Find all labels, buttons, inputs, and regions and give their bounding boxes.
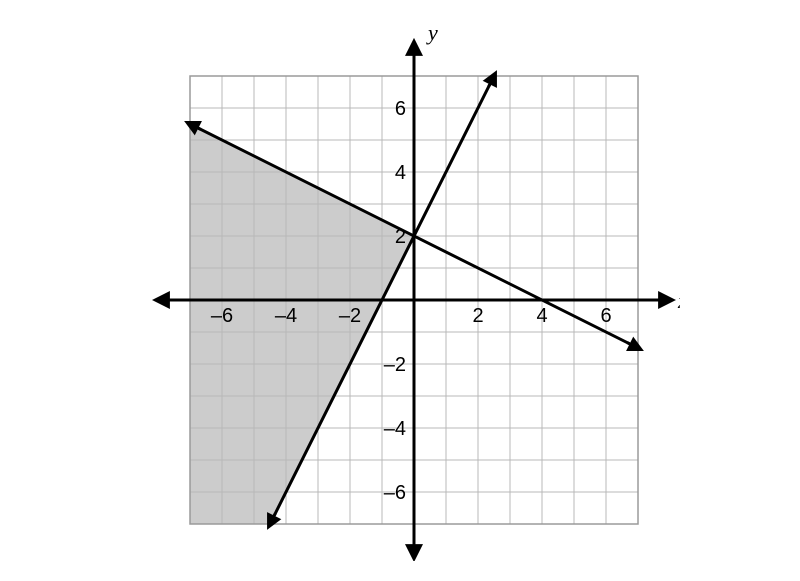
y-tick-label: –4 (384, 418, 406, 440)
x-axis-label: x (677, 288, 680, 313)
x-tick-label: –4 (275, 305, 297, 327)
x-tick-label: 2 (472, 305, 483, 327)
y-tick-label: 6 (395, 98, 406, 120)
x-tick-label: –6 (211, 305, 233, 327)
graph-svg: –6–4–2246–6–4–2246yx (120, 21, 680, 561)
y-tick-label: 4 (395, 162, 406, 184)
y-axis-label: y (426, 21, 438, 45)
x-tick-label: 4 (536, 305, 547, 327)
x-tick-label: 6 (600, 305, 611, 327)
y-tick-label: –6 (384, 482, 406, 504)
coordinate-graph: –6–4–2246–6–4–2246yx (120, 21, 680, 561)
y-tick-label: –2 (384, 354, 406, 376)
x-tick-label: –2 (339, 305, 361, 327)
